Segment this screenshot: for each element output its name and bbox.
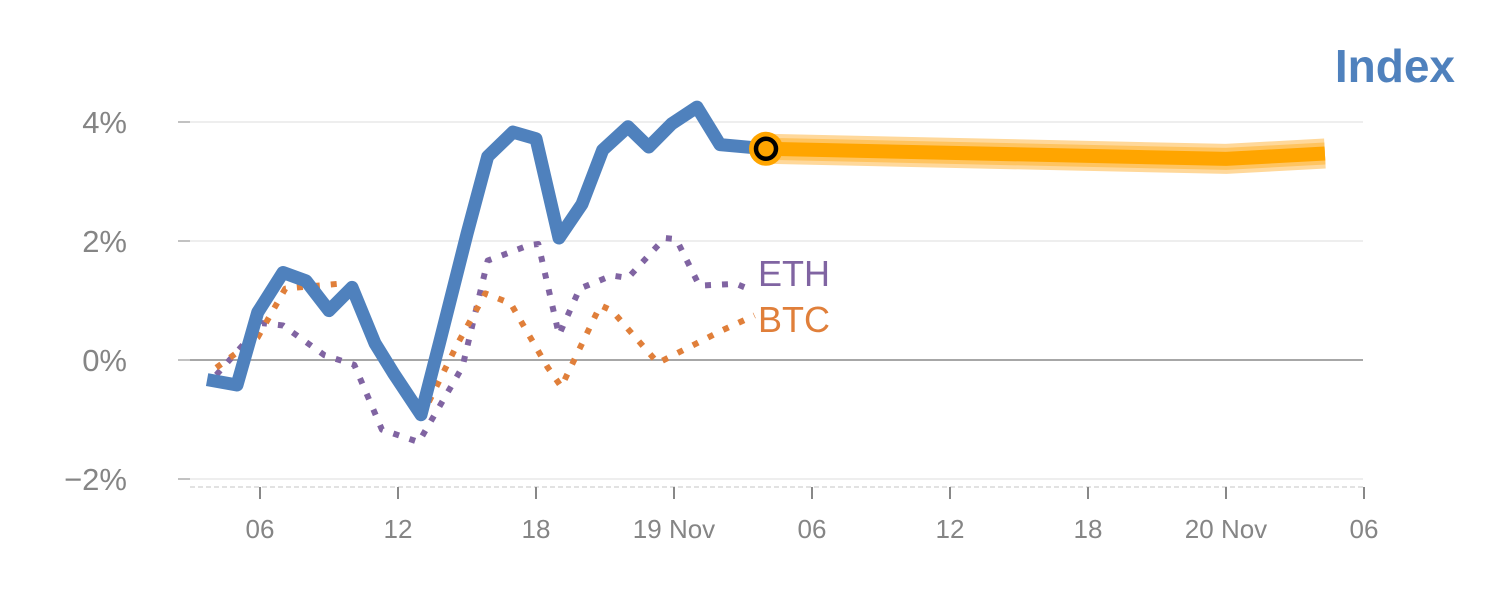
- x-tick-label: 06: [1350, 514, 1379, 544]
- forecast-line: [765, 141, 1326, 166]
- y-tick-label: 4%: [82, 105, 127, 140]
- x-tick-label: 06: [246, 514, 275, 544]
- chart-title: Index: [1335, 40, 1456, 92]
- x-tick-label: 12: [384, 514, 413, 544]
- eth-series-label: ETH: [758, 253, 830, 294]
- x-tick-label: 18: [1074, 514, 1103, 544]
- current-point-ring: [753, 136, 779, 162]
- btc-series-label: BTC: [758, 299, 830, 340]
- btc-line: [214, 280, 756, 421]
- x-tick-label: 06: [798, 514, 827, 544]
- x-tick-label: 12: [936, 514, 965, 544]
- x-tick-label: 19 Nov: [633, 514, 715, 544]
- x-tick-label: 20 Nov: [1185, 514, 1267, 544]
- y-axis: 4% 2% 0% −2%: [64, 105, 190, 497]
- y-tick-label: 0%: [82, 343, 127, 378]
- eth-line: [214, 235, 754, 446]
- series-group: [205, 100, 1326, 446]
- x-axis: 06 12 18 19 Nov 06 12 18 20 Nov 06: [190, 486, 1379, 544]
- y-tick-label: 2%: [82, 224, 127, 259]
- y-tick-label: −2%: [64, 462, 127, 497]
- x-tick-label: 18: [522, 514, 551, 544]
- index-line: [205, 100, 767, 422]
